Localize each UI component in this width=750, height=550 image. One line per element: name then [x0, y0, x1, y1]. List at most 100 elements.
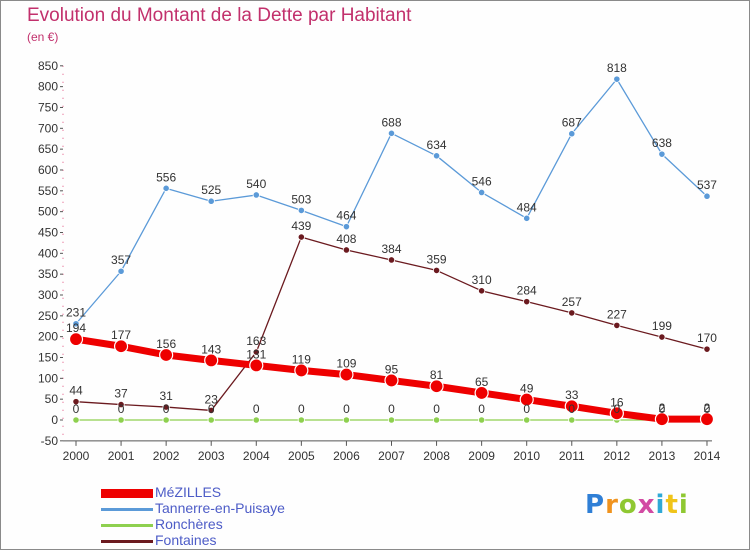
data-point [387, 416, 396, 424]
y-tick-label: -50 [41, 434, 59, 448]
data-point [523, 298, 531, 306]
data-label: 119 [292, 352, 311, 366]
x-tick-label: 2011 [559, 449, 585, 463]
legend-swatch [101, 507, 153, 511]
logo-letter: i [655, 490, 666, 520]
data-label: 65 [475, 375, 489, 389]
data-label: 95 [385, 362, 399, 376]
data-label: 0 [523, 402, 530, 416]
data-point [519, 392, 534, 407]
data-label: 556 [156, 170, 176, 184]
data-label: 231 [66, 306, 86, 320]
data-label: 0 [118, 402, 125, 416]
data-point [342, 416, 351, 424]
legend-label: Ronchères [155, 516, 223, 532]
x-tick-label: 2004 [243, 449, 270, 463]
data-point [568, 130, 576, 138]
data-label: 540 [246, 177, 266, 191]
data-label: 16 [610, 395, 624, 409]
y-tick-label: 700 [38, 121, 58, 135]
x-tick-label: 2001 [108, 449, 135, 463]
legend-swatch [101, 488, 153, 498]
logo-letter: o [618, 490, 638, 520]
data-point [252, 191, 260, 199]
data-label: 2 [659, 401, 666, 415]
data-point [474, 385, 489, 401]
y-tick-label: 800 [38, 80, 58, 94]
data-point [384, 373, 399, 388]
data-label: 818 [607, 61, 627, 75]
data-point [568, 309, 576, 317]
data-label: 44 [69, 384, 83, 398]
labels-ronch-res: 0 0 0 0 0 0 0 0 0 0 0 0 0 0 0 [73, 402, 711, 416]
data-point [113, 339, 129, 354]
x-tick-label: 2012 [603, 449, 630, 463]
data-point [432, 266, 441, 275]
data-point [432, 152, 441, 160]
data-point [613, 75, 621, 83]
data-point [342, 246, 351, 254]
series-m-zilles [68, 332, 715, 427]
data-point [432, 416, 441, 424]
data-point [72, 398, 80, 406]
data-label: 109 [336, 357, 356, 371]
data-label: 0 [343, 402, 350, 416]
data-label: 0 [659, 402, 666, 416]
labels-tannerre-en-puisaye: 231 357 556 525 540 503 464 688 634 546 484 687 818 6… [66, 61, 717, 320]
x-tick-label: 2000 [63, 449, 90, 463]
data-point [703, 345, 711, 353]
data-point [162, 184, 170, 192]
data-point [72, 416, 80, 424]
data-point [249, 358, 264, 373]
data-label: 439 [291, 219, 311, 233]
data-point [117, 267, 125, 275]
legend-label: Fontaines [155, 532, 217, 548]
data-point [387, 256, 396, 264]
data-point [654, 412, 670, 427]
data-point [342, 223, 351, 231]
data-point [252, 416, 260, 424]
data-label: 177 [111, 328, 131, 342]
data-point [523, 416, 531, 424]
y-tick-label: 50 [45, 392, 59, 406]
data-label: 525 [201, 183, 221, 197]
data-label: 37 [114, 387, 128, 401]
chart-title: Evolution du Montant de la Dette par Hab… [27, 5, 412, 26]
data-point [252, 348, 260, 356]
data-point [699, 412, 715, 427]
x-tick-label: 2009 [468, 449, 495, 463]
x-tick-label: 2006 [333, 449, 360, 463]
data-label: 0 [298, 402, 305, 416]
data-label: 408 [336, 232, 356, 246]
data-label: 170 [697, 331, 717, 345]
data-label: 384 [381, 242, 401, 256]
data-label: 0 [433, 402, 440, 416]
data-point [162, 416, 170, 424]
data-point [68, 332, 84, 347]
data-label: 194 [66, 321, 86, 335]
data-point [72, 320, 80, 328]
data-label: 156 [156, 337, 176, 351]
series-tannerre-en-puisaye [72, 75, 711, 328]
data-label: 257 [562, 295, 582, 309]
y-tick-label: 200 [38, 330, 58, 344]
data-point [297, 233, 305, 241]
axes: -500501001502002503003504004505005506006… [38, 59, 721, 463]
legend-label: Tannerre-en-Puisaye [155, 500, 285, 516]
data-label: 0 [208, 402, 215, 416]
chart-subtitle: (en €) [27, 30, 59, 44]
x-tick-label: 2002 [153, 449, 180, 463]
data-label: 464 [336, 209, 356, 223]
data-point [159, 347, 174, 363]
data-point [387, 129, 396, 137]
y-tick-label: 600 [38, 163, 58, 177]
data-point [568, 416, 576, 424]
data-point [117, 400, 125, 409]
data-label: 638 [652, 136, 672, 150]
data-label: 546 [472, 174, 492, 188]
data-point [703, 192, 711, 200]
x-tick-label: 2013 [649, 449, 676, 463]
data-label: 227 [607, 307, 627, 321]
data-point [207, 406, 215, 415]
